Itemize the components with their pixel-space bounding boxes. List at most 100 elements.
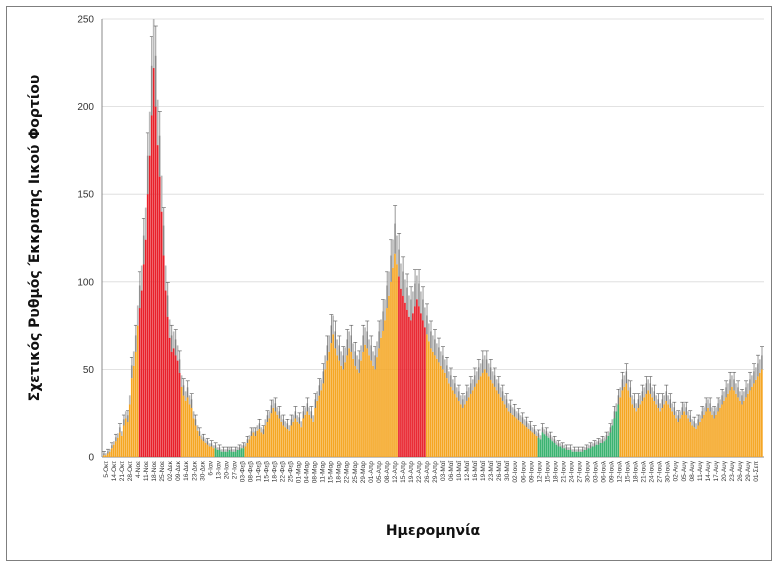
- bar-spread: [515, 411, 518, 419]
- bar: [477, 379, 480, 457]
- x-tick-label: 20-Αυγ: [721, 460, 728, 481]
- x-tick-label: 26-Αυγ: [737, 460, 744, 481]
- x-tick-label: 01-Σεπ: [753, 460, 760, 481]
- bar: [527, 428, 530, 457]
- bar: [761, 369, 763, 457]
- bar-spread: [691, 419, 693, 426]
- bar-spread: [192, 411, 195, 419]
- bar: [270, 413, 273, 457]
- bar: [525, 427, 528, 457]
- bar-spread: [300, 421, 303, 428]
- bar-spread: [503, 395, 506, 405]
- bar-spread: [432, 335, 434, 352]
- bar: [721, 404, 723, 457]
- bar-spread: [479, 363, 482, 377]
- bar: [282, 425, 285, 457]
- bar: [174, 355, 177, 457]
- bar-spread: [164, 265, 167, 291]
- bar: [747, 393, 749, 457]
- bar-spread: [531, 427, 534, 433]
- bar: [430, 348, 432, 457]
- x-tick-label: 13-Ιαν: [215, 461, 222, 479]
- bar: [447, 383, 450, 457]
- bar: [326, 360, 329, 457]
- bar-spread: [116, 433, 119, 438]
- bar: [314, 407, 317, 457]
- bar: [503, 404, 506, 457]
- bar-spread: [400, 263, 402, 289]
- bar: [238, 449, 241, 457]
- bar: [416, 299, 418, 457]
- bar: [433, 355, 436, 457]
- x-tick-label: 16-Μαΐ: [471, 460, 479, 481]
- x-tick-label: 23-Δεκ: [191, 460, 198, 481]
- bar: [214, 448, 217, 457]
- bar: [188, 404, 191, 457]
- bar-spread: [240, 445, 243, 449]
- bar: [220, 451, 223, 457]
- bar: [246, 442, 249, 457]
- bar: [691, 425, 693, 457]
- bar: [515, 418, 518, 457]
- bar: [198, 435, 201, 457]
- bar: [753, 383, 755, 457]
- bar: [136, 325, 139, 457]
- bar-spread: [727, 383, 729, 394]
- bar: [178, 372, 181, 457]
- bar: [695, 428, 697, 457]
- bar-spread: [292, 415, 295, 422]
- bar: [591, 446, 594, 457]
- bar-spread: [348, 331, 350, 349]
- bar: [376, 357, 378, 457]
- bar-spread: [220, 449, 223, 452]
- y-tick-label: 250: [77, 15, 94, 26]
- bar: [278, 418, 281, 457]
- bar-spread: [336, 339, 338, 356]
- bar-spread: [148, 111, 151, 156]
- x-tick-label: 14-Αυγ: [705, 460, 712, 481]
- bar: [539, 439, 542, 457]
- x-tick-label: 05-Αυγ: [681, 460, 688, 481]
- bar-spread: [575, 449, 578, 452]
- x-tick-label: 16-Δεκ: [183, 460, 190, 481]
- bar: [104, 455, 107, 457]
- bar: [126, 421, 129, 457]
- bar: [184, 400, 187, 457]
- y-axis-title: Σχετικός Ρυθμός Έκκρισης Ιικού Φορτίου: [27, 75, 43, 402]
- bar: [268, 418, 271, 457]
- bar-spread: [723, 391, 725, 401]
- bar: [441, 369, 444, 457]
- bar: [559, 446, 562, 457]
- bar: [258, 428, 261, 457]
- bar-spread: [176, 345, 179, 361]
- bar: [230, 451, 233, 457]
- bar-spread: [272, 399, 275, 408]
- bar-spread: [755, 367, 757, 380]
- bar: [320, 390, 323, 457]
- bar: [284, 427, 287, 457]
- bar-spread: [663, 395, 665, 405]
- bar-spread: [623, 375, 626, 387]
- bar: [154, 106, 157, 457]
- x-tick-label: 30-Ιουλ: [665, 460, 672, 482]
- bar: [611, 425, 614, 457]
- bar: [647, 390, 650, 457]
- x-tick-label: 02-Δεκ: [167, 460, 174, 481]
- bar-spread: [715, 407, 717, 415]
- bar-spread: [595, 441, 598, 445]
- bar: [625, 383, 628, 457]
- x-tick-label: 08-Αυγ: [689, 460, 696, 481]
- bar: [733, 390, 735, 457]
- bar: [368, 355, 370, 457]
- x-tick-label: 30-Ιουν: [584, 461, 591, 483]
- bar: [457, 400, 460, 457]
- bar-spread: [651, 387, 654, 398]
- bar-spread: [212, 445, 215, 449]
- bar: [310, 418, 313, 457]
- bar: [621, 390, 624, 457]
- x-tick-label: 29-Αυγ: [745, 460, 752, 481]
- bar: [643, 397, 646, 457]
- bar-spread: [671, 403, 673, 412]
- x-tick-label: 23-Αυγ: [729, 460, 736, 481]
- x-tick-label: 01-Απρ: [368, 461, 375, 483]
